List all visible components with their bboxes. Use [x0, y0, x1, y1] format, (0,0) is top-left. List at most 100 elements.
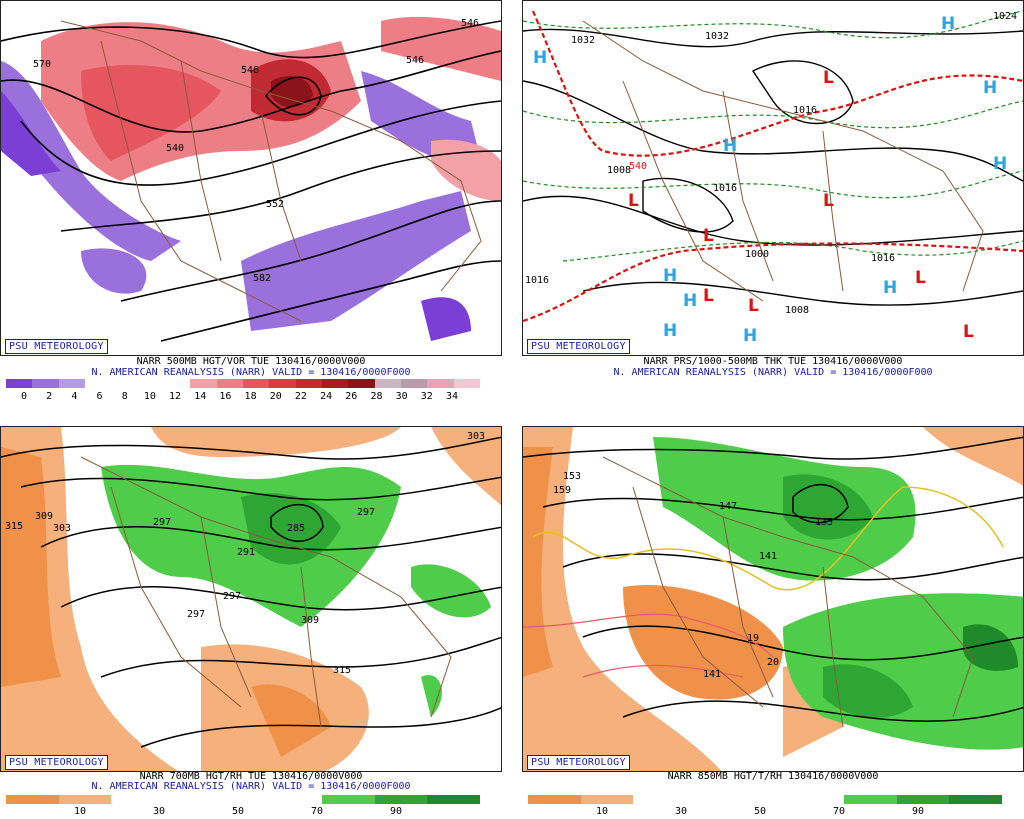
map-label: 297 [187, 609, 205, 620]
map-label: 141 [759, 551, 777, 562]
colorbar-swatch [269, 795, 323, 804]
map-label: 303 [467, 431, 485, 442]
scale-tick-label: 2 [46, 391, 53, 402]
map-label: 570 [33, 59, 51, 70]
scale-tick-label: 14 [194, 391, 207, 402]
colorbar-swatch [348, 379, 375, 388]
colorbar-swatch [242, 379, 270, 388]
colorbar-swatch [896, 795, 950, 804]
scale-tick-label: 90 [911, 806, 925, 817]
psu-badge: PSU METEOROLOGY [5, 339, 108, 354]
panel-850mb-rh: 153 159 147 135 141 141 19 20 PSU METEOR… [522, 426, 1024, 819]
map-label: 1032 [571, 35, 595, 46]
colorbar-swatch [111, 795, 165, 804]
scale-tick-label: 26 [345, 391, 358, 402]
low-pressure-icon: L [823, 68, 834, 88]
map-label: 582 [253, 273, 271, 284]
map-label: 291 [237, 547, 255, 558]
colorbar-swatch [374, 379, 401, 388]
rh850-map: 153 159 147 135 141 141 19 20 PSU METEOR… [522, 426, 1024, 772]
colorbar-swatch [6, 795, 59, 804]
colorbar-swatch [949, 795, 1003, 804]
map-label: 1016 [525, 275, 549, 286]
map-label: 546 [406, 55, 424, 66]
high-pressure-icon: H [663, 266, 677, 286]
map-label: 546 [461, 18, 479, 29]
map-label: 297 [223, 591, 241, 602]
scale-tick-label: 10 [143, 391, 156, 402]
map-label: 1016 [713, 183, 737, 194]
scale-tick-label: 30 [674, 806, 688, 817]
scale-tick-label: 10 [595, 806, 609, 817]
vorticity-map: 570 546 540 546 552 546 582 PSU METEOROL… [0, 0, 502, 356]
map-label: 135 [815, 517, 833, 528]
scale-tick-label: 28 [370, 391, 383, 402]
panel-title: NARR PRS/1000-500MB THK TUE 130416/0000V… [643, 356, 903, 367]
colorbar-swatch [163, 379, 191, 388]
map-label: 297 [153, 517, 171, 528]
scale-tick-label: 34 [445, 391, 459, 402]
colorbar-swatch [58, 795, 112, 804]
map-label: 20 [767, 657, 779, 668]
map-label: 141 [703, 669, 721, 680]
scale-tick-label: 30 [152, 806, 166, 817]
high-pressure-icon: H [941, 14, 955, 34]
high-pressure-icon: H [883, 278, 897, 298]
pressure-map: H H H H H H H H H H L L L L L L L L 1032 [522, 0, 1024, 356]
colorbar-swatch [738, 795, 792, 804]
scale-tick-label: 22 [294, 391, 307, 402]
low-pressure-icon: L [915, 268, 926, 288]
colorbar-swatch [844, 795, 897, 804]
low-pressure-icon: L [823, 191, 834, 211]
map-label: 153 [563, 471, 581, 482]
map-label: 552 [266, 199, 284, 210]
map-label: 1008 [785, 305, 809, 316]
scale-tick-label: 18 [244, 391, 257, 402]
map-label: 309 [35, 511, 53, 522]
map-label: 309 [301, 615, 319, 626]
panel-title: NARR 500MB HGT/VOR TUE 130416/0000V000 [136, 356, 366, 367]
rh-colorbar [528, 795, 1003, 804]
colorbar-swatch [322, 795, 375, 804]
scale-tick-label: 6 [96, 391, 103, 402]
colorbar-swatch [427, 379, 454, 388]
colorbar-swatch [216, 379, 243, 388]
map-label: 315 [5, 521, 23, 532]
map-label: 297 [357, 507, 375, 518]
panel-500mb-vorticity: 570 546 540 546 552 546 582 PSU METEOROL… [0, 0, 502, 404]
scale-tick-label: 32 [420, 391, 433, 402]
vorticity-scale-labels: 0 2 4 6 8 10 12 14 16 18 20 22 24 26 28 30 32 34 [0, 391, 502, 403]
colorbar-swatch [58, 379, 85, 388]
scale-tick-label: 70 [832, 806, 846, 817]
scale-tick-label: 50 [753, 806, 767, 817]
vorticity-colorbar [6, 379, 480, 388]
map-label: 303 [53, 523, 71, 534]
colorbar-swatch [321, 379, 349, 388]
map-label: 540 [166, 143, 184, 154]
colorbar-swatch [6, 379, 33, 388]
map-label: 159 [553, 485, 571, 496]
scale-tick-label: 70 [310, 806, 324, 817]
psu-badge: PSU METEOROLOGY [527, 339, 630, 354]
map-label: 1016 [871, 253, 895, 264]
map-label: 1024 [993, 11, 1017, 22]
scale-tick-label: 0 [20, 391, 28, 402]
rh-colorbar [6, 795, 481, 804]
map-label: 147 [719, 501, 737, 512]
high-pressure-icon: H [683, 291, 697, 311]
panel-title: NARR 850MB HGT/T/RH 130416/0000V000 [667, 771, 879, 782]
colorbar-swatch [216, 795, 270, 804]
high-pressure-icon: H [723, 136, 737, 156]
scale-tick-label: 90 [389, 806, 403, 817]
scale-tick-label: 16 [219, 391, 232, 402]
colorbar-swatch [295, 379, 322, 388]
scale-tick-label: 50 [231, 806, 245, 817]
low-pressure-icon: L [703, 286, 714, 306]
colorbar-swatch [580, 795, 634, 804]
panel-700mb-rh: 315 309 303 297 291 285 297 297 309 315 … [0, 426, 502, 819]
scale-tick-label: 10 [73, 806, 87, 817]
colorbar-swatch [32, 379, 59, 388]
colorbar-swatch [400, 379, 428, 388]
colorbar-swatch [84, 379, 112, 388]
colorbar-swatch [686, 795, 739, 804]
